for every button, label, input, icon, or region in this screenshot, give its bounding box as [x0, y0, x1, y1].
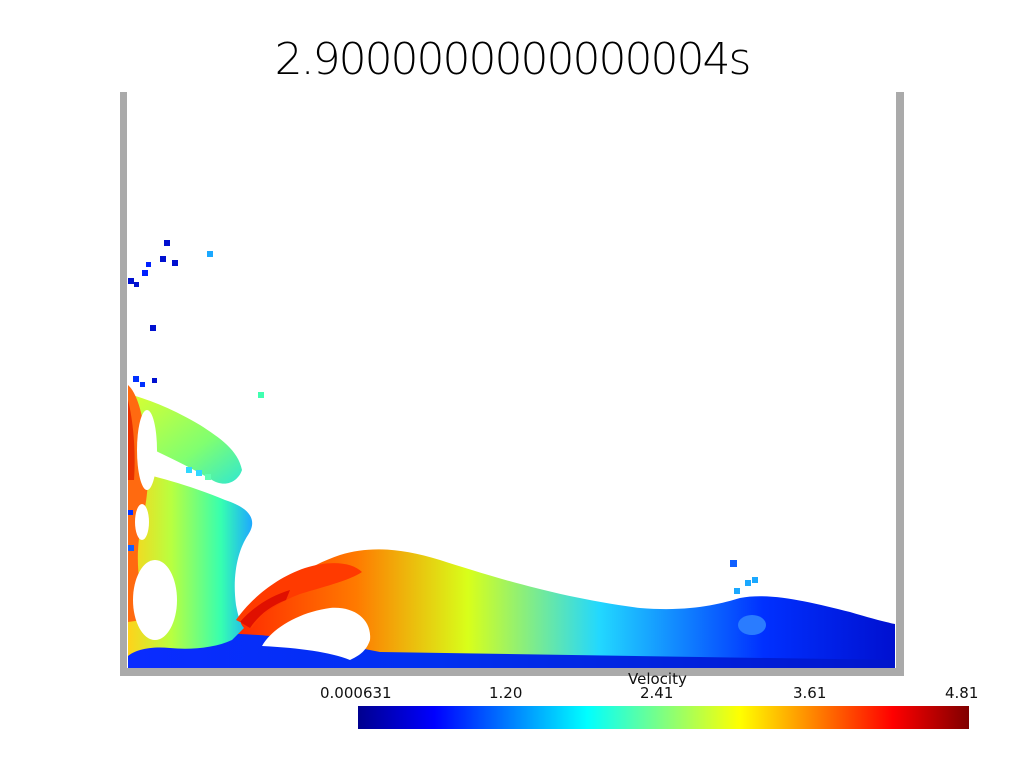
- time-title: 2.9000000000000004s: [274, 34, 752, 85]
- droplet: [207, 251, 213, 257]
- droplet: [196, 470, 202, 476]
- wave-body: [238, 549, 895, 668]
- colorbar-title: Velocity: [628, 670, 687, 688]
- droplet: [128, 545, 134, 551]
- cavity-lower-left: [133, 560, 177, 640]
- droplet: [172, 260, 178, 266]
- right-bump: [738, 615, 766, 635]
- droplet: [205, 474, 211, 480]
- droplet: [146, 262, 151, 267]
- droplet: [734, 588, 740, 594]
- droplet: [160, 256, 166, 262]
- colorbar-tick-3: 2.41: [640, 684, 674, 702]
- droplet: [164, 240, 170, 246]
- droplet: [745, 580, 751, 586]
- droplet: [258, 392, 264, 398]
- curling-front-core: [240, 590, 290, 628]
- wall-jet-core: [128, 400, 135, 480]
- upper-arm: [132, 395, 242, 484]
- tank-right-wall: [896, 92, 904, 676]
- colorbar-tick-min: 0.000631: [320, 684, 392, 702]
- droplet: [152, 378, 157, 383]
- droplet: [134, 282, 139, 287]
- tank-walls: [120, 92, 904, 676]
- droplet: [133, 376, 139, 382]
- droplet: [128, 278, 134, 284]
- droplet: [186, 467, 192, 473]
- curling-front: [236, 563, 362, 628]
- colorbar-tick-4: 3.61: [793, 684, 827, 702]
- fluid-particles: [128, 240, 895, 668]
- droplet: [128, 510, 133, 515]
- droplet: [752, 577, 758, 583]
- cavity-upper-left: [137, 410, 157, 490]
- tank-left-wall: [120, 92, 127, 676]
- wave-cavity: [262, 607, 371, 660]
- tank-floor: [120, 668, 904, 676]
- droplet: [128, 572, 134, 578]
- droplet: [730, 560, 737, 567]
- droplet: [150, 325, 156, 331]
- cavity-side: [135, 504, 149, 540]
- droplet: [140, 382, 145, 387]
- colorbar-tick-2: 1.20: [489, 684, 523, 702]
- colorbar-tick-max: 4.81: [945, 684, 979, 702]
- velocity-colorbar: [358, 706, 969, 729]
- droplet: [142, 270, 148, 276]
